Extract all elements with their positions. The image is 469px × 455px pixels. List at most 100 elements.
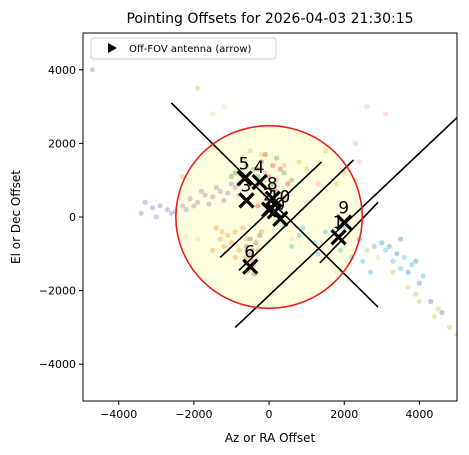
antenna-label: 2 bbox=[263, 186, 274, 206]
y-tick-label: 4000 bbox=[48, 64, 76, 77]
scatter-point bbox=[257, 232, 263, 238]
scatter-point bbox=[413, 258, 419, 264]
scatter-point bbox=[180, 203, 186, 209]
antenna-marker: 8 bbox=[264, 175, 281, 207]
scatter-point bbox=[420, 273, 426, 279]
scatter-point bbox=[240, 225, 246, 231]
x-tick-label: 0 bbox=[266, 408, 273, 421]
scatter-point bbox=[296, 159, 302, 165]
antenna-label: 3 bbox=[241, 176, 252, 196]
scatter-point bbox=[180, 173, 186, 180]
antenna-x-mark bbox=[251, 173, 268, 191]
direction-line bbox=[238, 159, 355, 271]
scatter-point bbox=[225, 190, 231, 196]
scatter-point bbox=[221, 104, 227, 110]
fov-circle-outline bbox=[175, 124, 364, 310]
scatter-point bbox=[435, 306, 441, 312]
antenna-marker: 6 bbox=[242, 243, 259, 275]
scatter-point bbox=[236, 247, 242, 253]
scatter-point bbox=[304, 166, 310, 172]
scatter-point bbox=[247, 251, 253, 257]
y-axis-label: El or Dec Offset bbox=[9, 170, 23, 264]
direction-line bbox=[319, 201, 379, 264]
scatter-point bbox=[228, 240, 235, 246]
scatter-point bbox=[243, 254, 250, 261]
scatter-point bbox=[398, 265, 404, 272]
antenna-label: 6 bbox=[244, 243, 255, 263]
scatter-point bbox=[337, 247, 344, 253]
antenna-label: 0 bbox=[274, 195, 285, 215]
scatter-point bbox=[258, 151, 265, 158]
scatter-point bbox=[360, 258, 366, 264]
scatter-point bbox=[243, 162, 250, 169]
scatter-point bbox=[270, 162, 276, 169]
scatter-point bbox=[398, 236, 404, 242]
scatter-point bbox=[258, 229, 265, 235]
scatter-point bbox=[195, 236, 201, 242]
scatter-point bbox=[253, 240, 259, 246]
antenna-marker: 4 bbox=[251, 158, 268, 191]
scatter-point bbox=[255, 199, 261, 205]
scatter-point bbox=[409, 262, 415, 268]
scatter-point bbox=[273, 177, 280, 183]
antenna-x-mark bbox=[272, 210, 289, 227]
scatter-point bbox=[243, 243, 250, 250]
scatter-point bbox=[367, 269, 374, 275]
scatter-point bbox=[281, 162, 287, 169]
scatter-point bbox=[243, 236, 250, 242]
scatter-point bbox=[322, 148, 329, 154]
scatter-point bbox=[300, 225, 306, 231]
scatter-point bbox=[255, 203, 261, 209]
antenna-label: 9 bbox=[338, 199, 349, 219]
antenna-label: 1 bbox=[333, 213, 344, 233]
antenna-marker: 0 bbox=[272, 195, 289, 227]
scatter-point bbox=[364, 104, 370, 110]
scatter-point bbox=[439, 310, 445, 316]
scatter-point bbox=[394, 251, 400, 257]
y-tick-label: −2000 bbox=[39, 285, 76, 298]
scatter-point bbox=[413, 291, 419, 297]
scatter-point bbox=[285, 181, 291, 187]
scatter-point bbox=[382, 247, 389, 253]
scatter-point bbox=[142, 199, 148, 205]
scatter-point bbox=[454, 332, 457, 338]
scatter-point bbox=[153, 214, 159, 220]
scatter-point bbox=[187, 196, 193, 202]
scatter-point bbox=[157, 203, 163, 209]
x-tick-label: 2000 bbox=[330, 408, 358, 421]
scatter-point bbox=[217, 236, 223, 242]
scatter-point bbox=[217, 188, 223, 194]
scatter-point bbox=[232, 229, 238, 235]
scatter-point bbox=[390, 258, 396, 264]
scatter-point bbox=[232, 254, 238, 261]
scatter-point bbox=[228, 173, 235, 180]
scatter-point bbox=[221, 197, 227, 204]
scatter-point bbox=[416, 280, 423, 286]
legend: Off-FOV antenna (arrow) bbox=[90, 37, 277, 60]
axes: −4000 −2000 0 2000 4000 −4000 −2000 0 2000 4000 bbox=[39, 64, 434, 421]
scatter-point bbox=[202, 192, 208, 198]
antenna-x-mark bbox=[236, 170, 253, 187]
y-tick-label: 0 bbox=[69, 211, 76, 224]
scatter-point bbox=[210, 194, 216, 200]
scatter-point bbox=[315, 251, 321, 257]
scatter-point bbox=[364, 247, 370, 253]
antenna-label: 8 bbox=[267, 175, 278, 195]
scatter-point bbox=[225, 232, 231, 238]
scatter-point bbox=[382, 111, 389, 117]
scatter-point bbox=[232, 184, 238, 191]
x-tick-label: 4000 bbox=[405, 408, 433, 421]
scatter-point bbox=[270, 181, 276, 187]
scatter-point bbox=[164, 207, 171, 213]
scatter-point bbox=[206, 201, 212, 207]
scatter-point bbox=[311, 240, 317, 246]
scatter-point bbox=[213, 184, 220, 191]
scatter-point bbox=[89, 67, 95, 73]
legend-box bbox=[90, 37, 277, 60]
scatter-point bbox=[341, 225, 347, 231]
antenna-x-mark bbox=[330, 229, 347, 246]
antenna-marker: 1 bbox=[330, 213, 347, 246]
scatter-point bbox=[251, 166, 257, 172]
scatter-point bbox=[277, 166, 283, 172]
